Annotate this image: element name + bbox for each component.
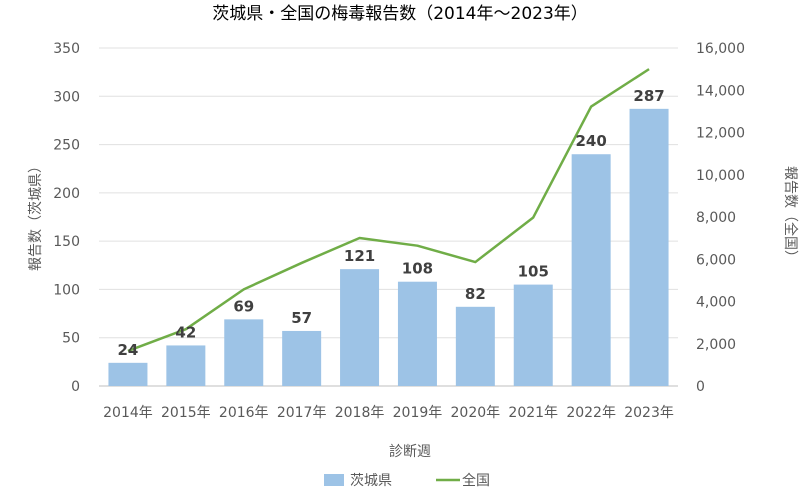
bar-data-label: 105 — [518, 263, 549, 281]
bars-series-ibaraki — [108, 108, 669, 386]
gridlines — [99, 47, 678, 387]
left-axis-tick-label: 0 — [71, 379, 80, 395]
bar-data-label: 24 — [118, 341, 139, 359]
left-axis-tick-label: 300 — [53, 89, 80, 105]
x-axis-tick-label: 2014年 — [103, 405, 153, 421]
x-axis-tick-label: 2018年 — [335, 405, 385, 421]
chart-title: 茨城県・全国の梅毒報告数（2014年～2023年） — [212, 4, 588, 24]
right-axis-tick-label: 14,000 — [696, 83, 745, 99]
bar — [397, 281, 437, 386]
right-axis-tick-label: 16,000 — [696, 41, 745, 57]
line-series-national — [127, 68, 650, 353]
x-axis-title: 診断週 — [389, 444, 431, 460]
x-axis-tick-label: 2023年 — [624, 405, 674, 421]
right-axis-tick-label: 10,000 — [696, 168, 745, 184]
x-axis-tick-label: 2021年 — [508, 405, 558, 421]
right-axis-tick-label: 0 — [696, 379, 705, 395]
right-axis-title: 報告数（全国） — [782, 166, 799, 264]
x-axis-tick-labels: 2014年 2015年 2016年 2017年 2018年 2019年 2020年 2021年… — [103, 405, 674, 421]
left-axis-title: 報告数（茨城県） — [28, 159, 44, 271]
bar-data-label: 287 — [633, 87, 664, 105]
bar — [629, 108, 669, 386]
bar — [455, 306, 495, 386]
x-axis-tick-label: 2016年 — [219, 405, 269, 421]
bar-data-label: 121 — [344, 247, 375, 265]
left-axis-tick-label: 200 — [53, 186, 80, 202]
bar — [108, 362, 148, 386]
legend-label-national: 全国 — [462, 472, 490, 489]
right-axis-tick-label: 2,000 — [696, 337, 736, 353]
line-series-national-path — [127, 68, 650, 353]
right-axis-tick-label: 4,000 — [696, 295, 736, 311]
bar-data-label: 57 — [291, 309, 312, 327]
bar-data-label: 82 — [465, 285, 486, 303]
bar — [340, 269, 380, 386]
left-axis-tick-label: 350 — [53, 41, 80, 57]
x-axis-tick-label: 2020年 — [451, 405, 501, 421]
legend: 茨城県 全国 — [324, 472, 490, 489]
left-axis-tick-label: 50 — [62, 331, 80, 347]
right-axis-tick-label: 8,000 — [696, 210, 736, 226]
bar — [571, 154, 611, 386]
x-axis-tick-label: 2017年 — [277, 405, 327, 421]
bar — [282, 330, 322, 386]
bar — [224, 319, 264, 386]
legend-label-ibaraki: 茨城県 — [350, 473, 392, 489]
left-axis-tick-label: 250 — [53, 138, 80, 154]
right-axis-ticks: 0 2,000 4,000 6,000 8,000 10,000 12,000 14,000 1… — [696, 41, 745, 395]
x-axis-tick-label: 2022年 — [566, 405, 616, 421]
left-axis-tick-label: 100 — [53, 282, 80, 298]
left-axis-tick-label: 150 — [53, 234, 80, 250]
bar-data-labels: 24 42 69 57 121 108 82 105 240 287 — [118, 87, 665, 359]
x-axis-tick-label: 2015年 — [161, 405, 211, 421]
legend-swatch-ibaraki — [324, 474, 344, 486]
left-axis-ticks: 0 50 100 150 200 250 300 350 — [53, 41, 80, 395]
right-axis-tick-label: 12,000 — [696, 126, 745, 142]
bar — [513, 284, 553, 386]
bar-data-label: 108 — [402, 260, 433, 278]
x-axis-tick-label: 2019年 — [393, 405, 443, 421]
bar-data-label: 42 — [175, 323, 196, 341]
right-axis-tick-label: 6,000 — [696, 252, 736, 268]
bar-data-label: 240 — [575, 132, 606, 150]
bar-data-label: 69 — [233, 297, 254, 315]
bar — [166, 345, 206, 386]
